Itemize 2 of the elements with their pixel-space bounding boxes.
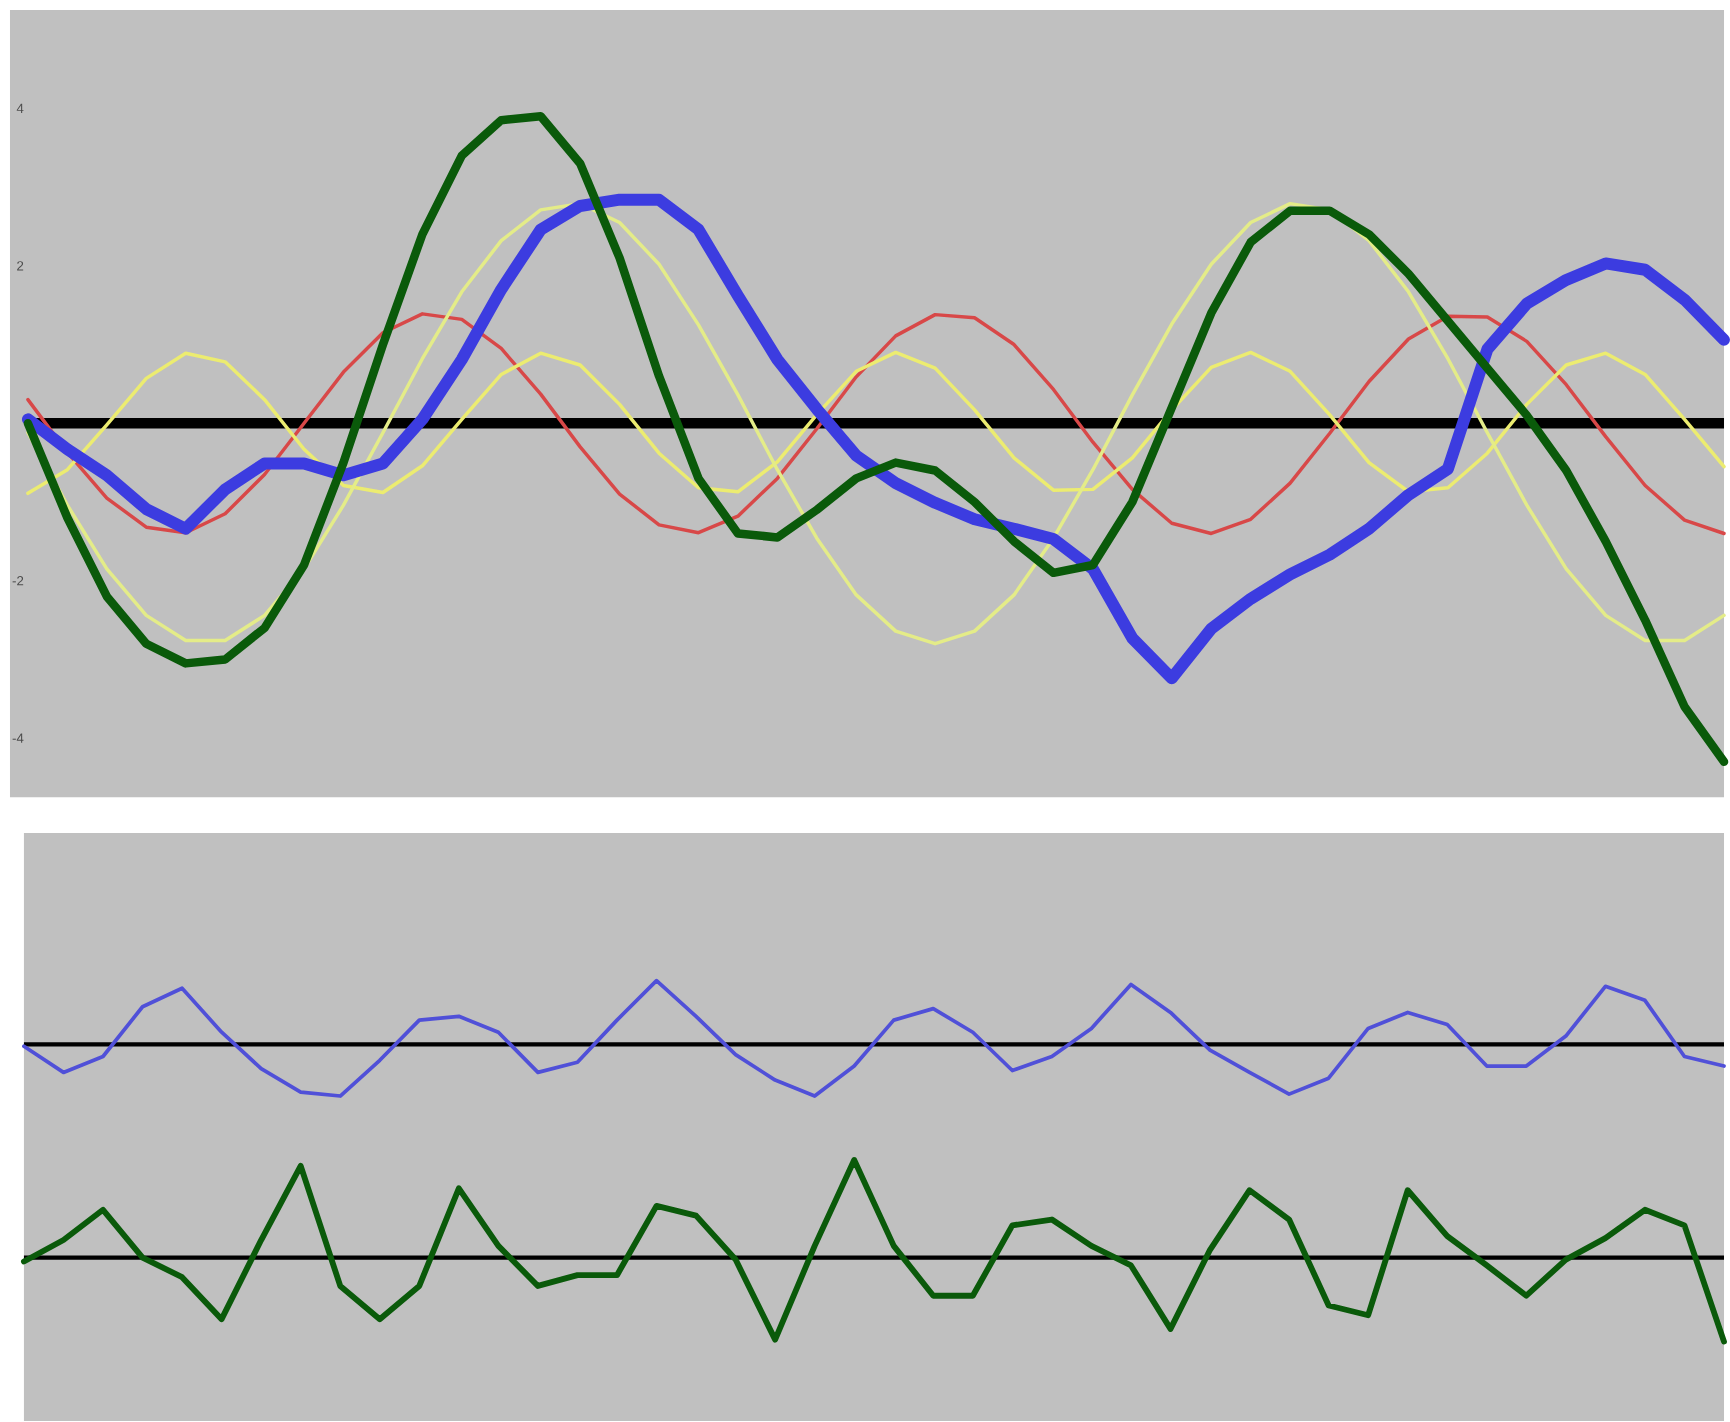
line-series [26,351,1726,496]
line-series [26,312,1726,536]
